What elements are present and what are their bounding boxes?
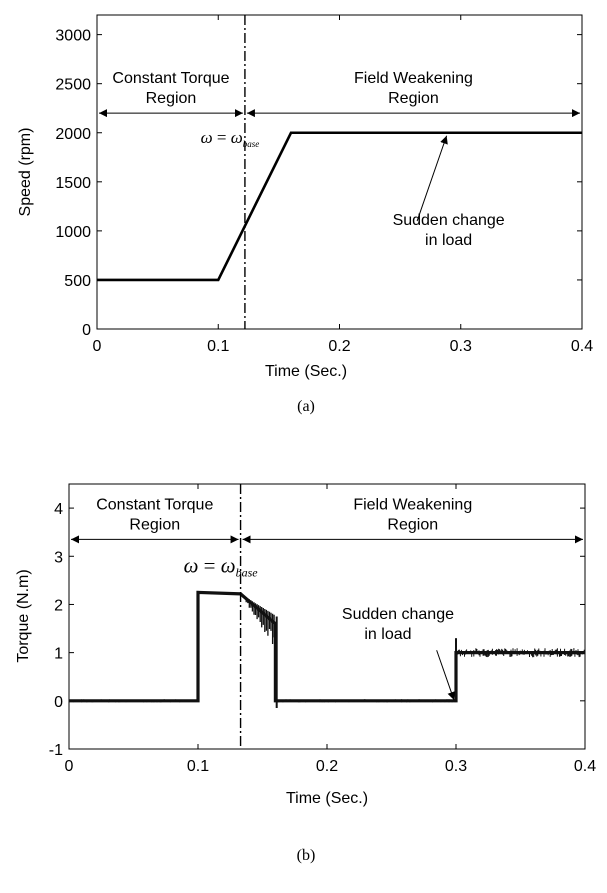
y-axis-label: Torque (N.m) <box>15 569 32 662</box>
x-tick-label: 0.4 <box>571 338 593 355</box>
torque-oscillation <box>242 595 275 644</box>
annotation-arrow <box>416 135 448 222</box>
equals-symbol: = <box>198 553 220 577</box>
y-tick-label: 0 <box>82 322 91 339</box>
x-axis-label: Time (Sec.) <box>286 790 368 807</box>
region-right-label: Region <box>388 90 439 107</box>
chart-a: 0 0.1 0.2 0.3 0.4 0 500 1000 1500 2000 2500 3000 Tim… <box>17 14 593 415</box>
y-tick-label: 2500 <box>55 77 91 94</box>
x-tick-label: 0 <box>93 338 102 355</box>
x-tick-label: 0.1 <box>207 338 229 355</box>
x-tick-label: 0.3 <box>450 338 472 355</box>
speed-line <box>97 131 582 282</box>
region-left-label: Constant Torque <box>112 70 229 87</box>
y-tick-label: 3000 <box>55 28 91 45</box>
omega-symbol: ω <box>231 128 243 147</box>
omega-base-label: ω = ωbase <box>184 553 259 579</box>
omega-symbol: ω <box>184 553 199 577</box>
equals-symbol: = <box>213 128 231 147</box>
region-left-label: Constant Torque <box>96 496 213 513</box>
y-axis-label: Speed (rpm) <box>17 128 34 217</box>
region-left-label: Region <box>129 516 180 533</box>
omega-base-label: ω = ωbase <box>201 128 260 149</box>
y-tick-label: 2000 <box>55 126 91 143</box>
y-tick-label: 0 <box>54 694 63 711</box>
omega-symbol: ω <box>201 128 213 147</box>
x-axis-label: Time (Sec.) <box>265 363 347 380</box>
region-right-label: Field Weakening <box>354 70 473 87</box>
annotation-label: in load <box>364 626 411 643</box>
y-tick-label: 1000 <box>55 224 91 241</box>
base-subscript: base <box>243 139 260 149</box>
region-right-label: Field Weakening <box>353 496 472 513</box>
omega-symbol: ω <box>221 553 236 577</box>
x-tick-label: 0.3 <box>445 758 467 775</box>
y-tick-label: 1 <box>54 646 63 663</box>
plot-frame <box>96 14 583 330</box>
chart-caption: (a) <box>297 398 315 415</box>
y-tick-label: 2 <box>54 597 63 614</box>
region-left-label: Region <box>146 90 197 107</box>
y-tick-label: 1500 <box>55 175 91 192</box>
base-subscript: base <box>236 565 259 579</box>
annotation-arrow <box>436 650 456 701</box>
annotation-label: in load <box>425 232 472 249</box>
x-tick-label: 0 <box>65 758 74 775</box>
annotation-label: Sudden change <box>393 212 505 229</box>
x-tick-label: 0.2 <box>328 338 350 355</box>
torque-ripple <box>69 648 585 703</box>
y-tick-label: 4 <box>54 501 63 518</box>
x-tick-label: 0.1 <box>187 758 209 775</box>
chart-caption: (b) <box>297 847 316 864</box>
annotation-label: Sudden change <box>342 606 454 623</box>
torque-line <box>69 590 585 703</box>
x-tick-label: 0.2 <box>316 758 338 775</box>
y-tick-label: 3 <box>54 549 63 566</box>
y-tick-label: -1 <box>49 742 63 759</box>
y-tick-label: 500 <box>64 273 91 290</box>
region-right-label: Region <box>387 516 438 533</box>
x-tick-label: 0.4 <box>574 758 596 775</box>
